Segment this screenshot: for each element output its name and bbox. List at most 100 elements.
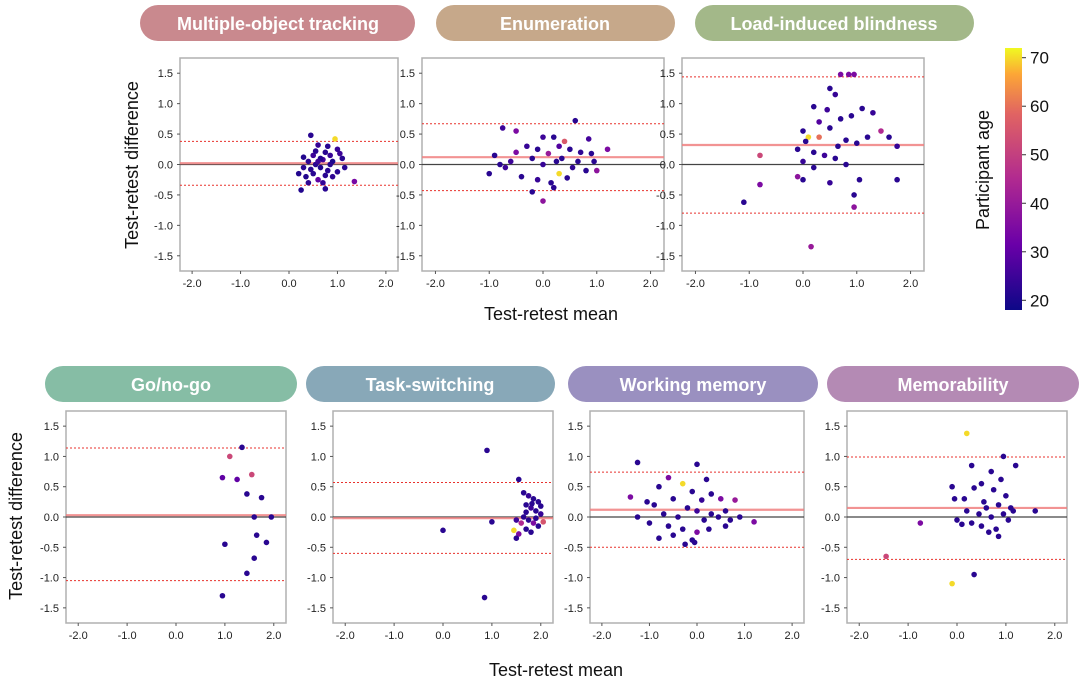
- y-tick-label: 0.0: [311, 512, 326, 524]
- data-point: [588, 150, 595, 157]
- x-tick-label: 1.0: [217, 630, 232, 642]
- data-point: [859, 105, 865, 112]
- data-point: [524, 143, 530, 150]
- data-point: [894, 143, 900, 150]
- data-point: [533, 515, 539, 522]
- panel-title-pill: [140, 5, 415, 41]
- x-tick-label: -1.0: [385, 630, 404, 642]
- data-point: [234, 476, 240, 483]
- data-point: [329, 173, 336, 180]
- data-point: [827, 179, 833, 186]
- data-point: [963, 508, 970, 514]
- data-point: [525, 493, 532, 499]
- y-tick-label: 0.5: [158, 129, 173, 141]
- y-tick-label: 1.5: [44, 421, 59, 433]
- data-point: [567, 146, 573, 153]
- data-point: [634, 459, 641, 466]
- data-point: [732, 497, 738, 503]
- data-point: [513, 149, 519, 156]
- x-tick-label: 0.0: [168, 630, 183, 642]
- data-point: [660, 511, 667, 517]
- data-point: [529, 189, 536, 195]
- data-point: [585, 136, 592, 142]
- data-point: [222, 541, 228, 548]
- y-tick-label: 1.5: [311, 421, 326, 433]
- data-point: [843, 137, 849, 143]
- data-point: [800, 176, 806, 183]
- data-point: [698, 497, 705, 503]
- data-point: [572, 117, 579, 124]
- data-point: [226, 453, 233, 460]
- data-point: [971, 571, 977, 578]
- data-point: [651, 502, 657, 508]
- x-tick-label: 0.0: [281, 278, 296, 290]
- data-point: [520, 514, 527, 520]
- data-point: [851, 71, 857, 78]
- x-tick-label: 1.0: [998, 630, 1013, 642]
- data-point: [715, 514, 722, 520]
- data-point: [530, 496, 537, 502]
- data-point: [703, 476, 710, 483]
- data-point: [993, 526, 999, 532]
- data-point: [978, 523, 985, 529]
- data-point: [310, 170, 317, 177]
- data-point: [722, 508, 729, 514]
- data-point: [870, 109, 876, 116]
- y-tick-label: 0.0: [400, 160, 415, 172]
- colorbar: Participant age 20 30 40 50 60 70: [973, 48, 1049, 310]
- data-point: [515, 531, 522, 537]
- x-tick-label: 1.0: [737, 630, 752, 642]
- x-tick-label: -2.0: [69, 630, 88, 642]
- data-point: [883, 553, 889, 560]
- y-tick-label: 1.0: [660, 99, 675, 111]
- data-point: [339, 155, 346, 162]
- data-point: [513, 535, 520, 541]
- data-point: [529, 500, 535, 507]
- panel-title-pill: [827, 366, 1079, 402]
- data-point: [268, 514, 275, 520]
- panel-title: Task-switching: [366, 375, 495, 395]
- data-point: [537, 511, 544, 517]
- data-point: [327, 152, 333, 159]
- y-tick-label: -1.0: [154, 220, 173, 232]
- data-point: [679, 480, 686, 487]
- colorbar-tick-label: 50: [1030, 146, 1049, 165]
- data-point: [322, 186, 329, 192]
- data-point: [308, 132, 314, 139]
- data-point: [961, 496, 968, 502]
- data-point: [1010, 508, 1017, 514]
- y-tick-label: -1.5: [396, 251, 415, 263]
- data-point: [682, 541, 688, 548]
- data-point: [561, 138, 568, 145]
- data-point: [300, 164, 307, 171]
- data-point: [298, 187, 304, 193]
- panel-5: Task-switching 1.5 1.0 0.5 0.0 -0.5 -1.0 -1.5 -2…: [306, 366, 555, 642]
- row1-x-axis-label: Test-retest mean: [484, 304, 618, 324]
- data-point: [251, 555, 258, 561]
- data-point: [513, 128, 519, 134]
- data-point: [305, 158, 312, 165]
- data-point: [545, 150, 552, 157]
- data-point: [525, 517, 532, 523]
- data-point: [263, 539, 270, 546]
- y-tick-label: -1.5: [154, 251, 173, 263]
- y-tick-label: 1.5: [568, 421, 583, 433]
- data-point: [800, 158, 806, 165]
- x-tick-label: -2.0: [426, 278, 445, 290]
- row2-x-axis-label: Test-retest mean: [489, 660, 623, 680]
- y-tick-label: -1.0: [821, 573, 840, 585]
- data-point: [300, 154, 307, 160]
- data-point: [523, 502, 529, 508]
- data-point: [808, 243, 814, 250]
- data-point: [559, 155, 565, 162]
- y-tick-label: -1.5: [40, 603, 59, 615]
- y-tick-label: 0.5: [568, 482, 583, 494]
- data-point: [684, 505, 691, 511]
- y-tick-label: -0.5: [821, 542, 840, 554]
- data-point: [530, 520, 537, 526]
- data-point: [971, 485, 977, 491]
- y-tick-label: 0.5: [400, 129, 415, 141]
- x-tick-label: -1.0: [480, 278, 499, 290]
- data-point: [665, 474, 672, 481]
- data-point: [968, 462, 975, 469]
